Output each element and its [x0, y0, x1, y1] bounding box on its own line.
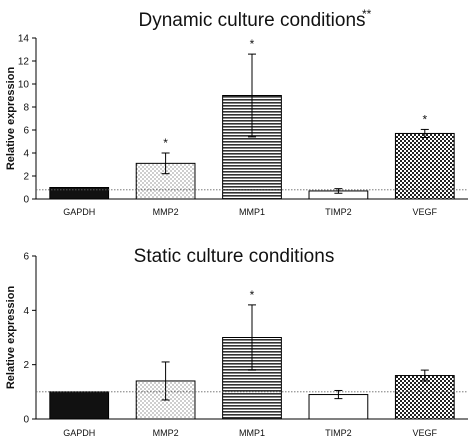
y-tick-label: 6	[23, 252, 29, 263]
y-tick-label: 4	[23, 306, 29, 317]
chart-1: Static culture conditions Relative expres…	[5, 246, 468, 438]
chart-0: Dynamic culture conditions**Relative exp…	[5, 7, 468, 217]
x-tick-label: GAPDH	[63, 207, 95, 217]
x-tick-label: VEGF	[413, 428, 438, 438]
bar-vegf	[394, 132, 455, 200]
title-significance-mark: **	[362, 7, 372, 21]
bar-gapdh	[49, 187, 110, 200]
x-tick-label: MMP2	[153, 428, 179, 438]
bar-gapdh	[49, 391, 110, 420]
y-tick-label: 12	[18, 57, 30, 68]
y-axis-label: Relative expression	[5, 286, 17, 390]
x-tick-label: GAPDH	[63, 428, 95, 438]
y-tick-label: 2	[23, 360, 29, 371]
significance-mark: *	[422, 112, 427, 126]
y-tick-label: 0	[23, 195, 29, 206]
y-axis-label: Relative expression	[5, 67, 17, 171]
y-tick-label: 2	[23, 172, 29, 183]
x-tick-label: MMP1	[239, 428, 265, 438]
significance-mark: *	[250, 288, 255, 302]
x-tick-label: MMP1	[239, 207, 265, 217]
bar-timp2	[308, 394, 369, 420]
y-tick-label: 14	[18, 34, 30, 45]
x-tick-label: TIMP2	[325, 207, 352, 217]
y-tick-label: 0	[23, 415, 29, 426]
x-tick-label: MMP2	[153, 207, 179, 217]
y-tick-label: 4	[23, 149, 29, 160]
chart-title: Dynamic culture conditions	[138, 10, 365, 31]
y-tick-label: 10	[18, 80, 30, 91]
y-tick-label: 8	[23, 103, 29, 114]
chart-title: Static culture conditions	[134, 246, 335, 267]
significance-mark: *	[163, 136, 168, 150]
bar-vegf	[394, 375, 455, 420]
x-tick-label: TIMP2	[325, 428, 352, 438]
y-tick-label: 6	[23, 126, 29, 137]
x-tick-label: VEGF	[413, 207, 438, 217]
significance-mark: *	[250, 37, 255, 51]
